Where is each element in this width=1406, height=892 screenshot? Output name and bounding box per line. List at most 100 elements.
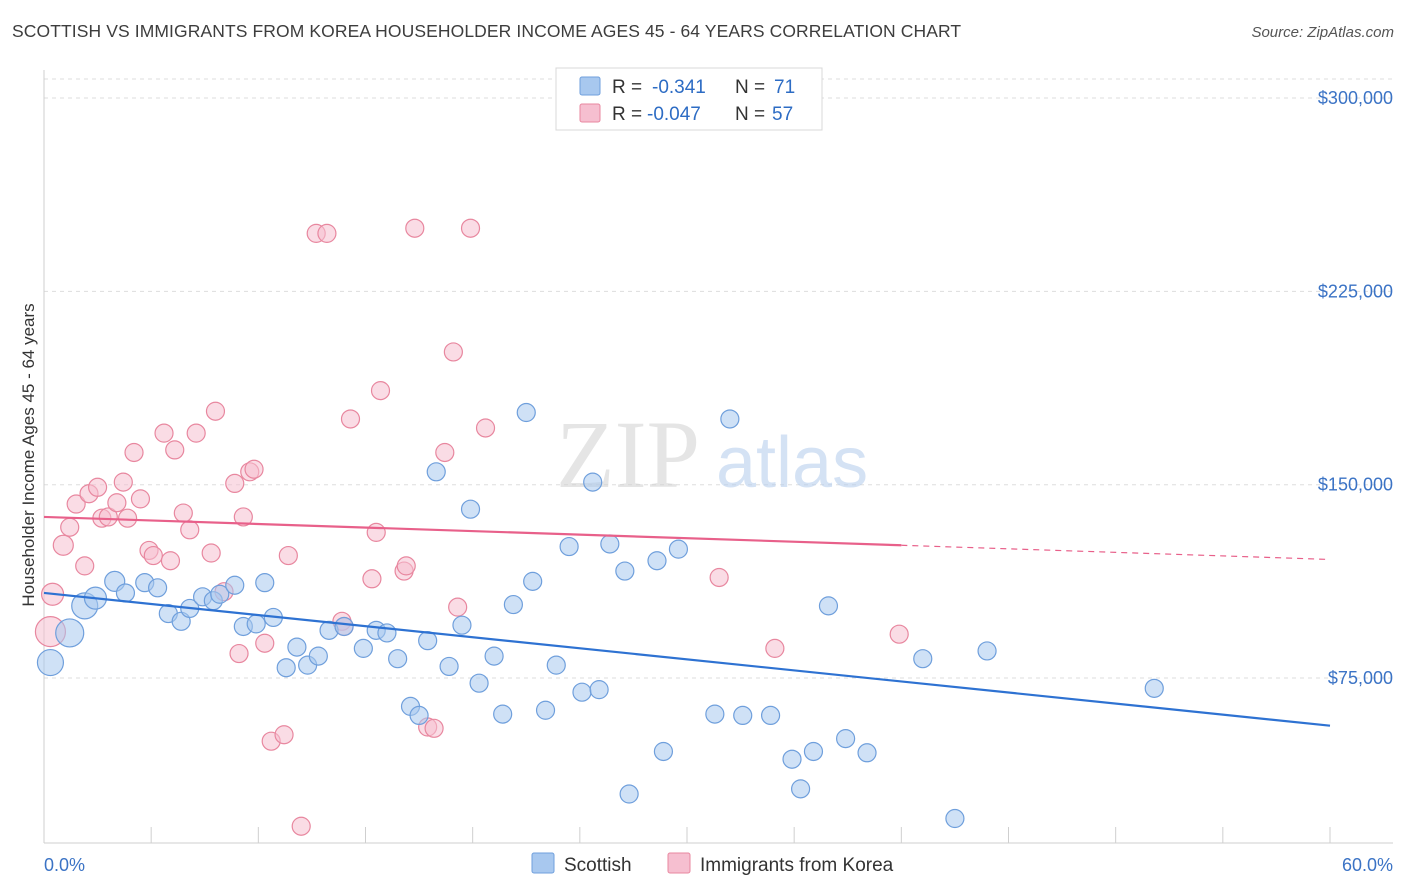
korea-point-20 [173,503,193,523]
korea-point-55 [765,638,785,658]
korea-point-18 [160,551,181,571]
scottish-point-46 [583,472,603,492]
bottom-legend-label-korea: Immigrants from Korea [700,855,894,876]
trend-line-korea [43,515,902,547]
y-tick-label-1: $150,000 [1318,475,1393,495]
scottish-point-64 [913,649,933,669]
korea-point-48 [424,718,444,738]
scottish-point-57 [760,705,781,726]
scottish-point-56 [733,705,753,726]
scottish-point-52 [653,741,674,762]
korea-point-5 [75,556,95,576]
scottish-point-0 [36,648,65,677]
scottish-point-58 [782,749,802,769]
trend-lines [43,515,1331,727]
y-axis-title: Householder Income Ages 45 - 64 years [19,303,38,606]
legend-n-label-korea: N = [735,104,765,125]
korea-point-35 [291,816,311,836]
korea-point-31 [255,633,275,653]
korea-point-9 [98,507,118,527]
korea-point-37 [317,223,337,243]
x-tick-label-min: 0.0% [44,855,85,875]
scottish-point-47 [589,680,609,700]
korea-point-11 [113,472,133,492]
gridlines [44,78,1393,679]
scottish-point-14 [225,575,245,595]
scottish-point-13 [210,584,230,604]
scottish-point-36 [469,673,489,693]
legend-swatch-scottish [579,76,601,96]
scottish-point-20 [287,637,307,657]
scottish-point-43 [546,655,566,675]
korea-point-3 [60,517,80,537]
y-tick-label-2: $225,000 [1318,281,1393,301]
legend-r-label-scottish: R = [612,77,642,98]
scottish-point-39 [503,594,523,615]
bottom-legend-swatch-korea [667,852,691,874]
korea-point-16 [143,545,163,566]
korea-point-51 [448,597,468,617]
korea-point-41 [362,569,382,589]
korea-point-2 [52,534,74,556]
scottish-point-28 [388,649,408,669]
x-tick-label-max: 60.0% [1342,855,1393,875]
scottish-point-42 [535,700,556,720]
legend-n-label-scottish: N = [735,77,765,98]
korea-point-34 [278,545,298,566]
scottish-point-44 [559,536,579,557]
trend-line-scottish [43,591,1331,727]
korea-point-17 [154,423,174,443]
bottom-legend-label-scottish: Scottish [564,855,632,876]
korea-point-10 [107,493,127,513]
korea-point-30 [244,459,264,479]
scottish-point-35 [460,499,481,519]
legend-n-value-korea: 57 [772,104,793,125]
watermark: ZIP atlas [556,401,868,508]
scottish-point-22 [308,646,328,666]
korea-point-12 [117,508,138,528]
x-axis-ticks [43,827,1331,843]
korea-point-43 [370,381,391,401]
legend-r-value-korea: -0.047 [647,104,701,125]
korea-point-33 [274,725,294,745]
korea-point-28 [233,507,253,527]
korea-point-56 [889,624,909,644]
trend-line-korea-extension [901,544,1331,561]
legend-r-value-scottish: -0.341 [652,77,706,98]
scottish-point-38 [493,704,513,724]
scottish-point-67 [1144,678,1164,698]
axes [43,70,1393,844]
legend-r-label-korea: R = [612,104,642,125]
scottish-point-37 [484,646,504,666]
scottish-point-45 [572,682,592,702]
scottish-point-49 [615,561,635,581]
scottish-point-19 [276,658,296,678]
bottom-legend: Scottish Immigrants from Korea [531,852,894,876]
scottish-point-25 [353,638,373,658]
korea-point-26 [225,473,245,494]
scottish-point-54 [705,704,725,724]
korea-point-54 [709,567,729,588]
scottish-point-30 [409,705,429,726]
korea-point-24 [205,401,226,421]
korea-point-50 [443,342,463,362]
scottish-point-40 [516,402,536,423]
korea-point-52 [460,218,481,238]
korea-point-45 [396,556,416,576]
legend-n-value-scottish: 71 [774,77,795,98]
korea-point-14 [130,489,151,509]
scottish-point-31 [418,631,438,651]
scottish-point-16 [246,614,266,634]
y-tick-label-3: $300,000 [1318,88,1393,108]
scottish-point-48 [600,534,620,554]
scottish-point-1 [55,618,85,648]
scottish-point-59 [790,779,811,799]
scottish-point-62 [836,729,856,749]
korea-point-40 [340,409,361,429]
korea-point-46 [405,218,425,238]
korea-point-27 [229,643,249,664]
watermark-zip: ZIP [556,401,700,508]
korea-point-19 [165,440,185,460]
scottish-point-63 [857,743,877,763]
